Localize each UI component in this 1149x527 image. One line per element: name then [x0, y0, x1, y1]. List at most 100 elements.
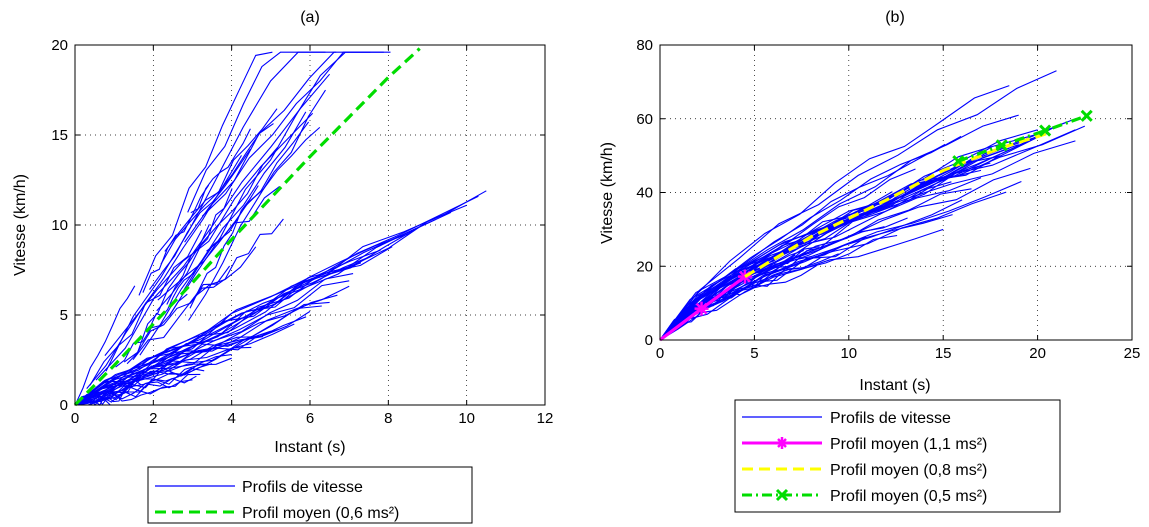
ytick-label: 5 — [60, 307, 68, 324]
speed-profiles-a — [74, 51, 487, 406]
speed-profile-line — [659, 246, 820, 341]
speed-profile-line — [659, 181, 952, 341]
speed-profile-line — [659, 199, 963, 341]
xtick-label: 10 — [840, 345, 857, 362]
legend-b-marker-star — [776, 437, 788, 449]
panel-b-title: (b) — [885, 9, 905, 26]
speed-profile-line — [659, 114, 1019, 341]
panel-a-grid — [74, 44, 546, 406]
speed-profile-line — [74, 301, 330, 406]
panel-b-legend: Profils de vitesse Profil moyen (1,1 ms²… — [734, 399, 1061, 513]
speed-profile-line — [190, 128, 251, 214]
speed-profile-line — [74, 219, 436, 406]
speed-profile-line — [138, 51, 273, 296]
legend-b-label-moyen-08: Profil moyen (0,8 ms²) — [830, 462, 987, 479]
xtick-label: 0 — [71, 410, 79, 427]
mean-profile-b-3 — [957, 114, 1088, 163]
xtick-label: 4 — [227, 410, 235, 427]
panel-a: (a) 0 2 4 6 8 10 12 0 5 10 15 20 Instant (s) Vitess… — [12, 9, 553, 524]
ytick-label: 10 — [51, 217, 68, 234]
panel-b-legend-box — [734, 399, 1061, 513]
panel-b-ticks: 0 5 10 15 20 25 0 20 40 60 80 — [636, 37, 1140, 362]
panel-a-plot-area — [73, 47, 487, 407]
speed-profile-line — [659, 155, 1001, 341]
mean-marker-b-3 — [995, 139, 1008, 152]
speed-profile-line — [74, 285, 350, 406]
ytick-label: 0 — [645, 332, 653, 349]
speed-profile-line — [74, 280, 350, 406]
speed-profile-line — [659, 212, 869, 341]
mean-marker-b-1 — [694, 301, 709, 316]
speed-profile-line — [104, 112, 314, 356]
legend-b-label-moyen-05: Profil moyen (0,5 ms²) — [830, 488, 987, 505]
panel-b-xlabel: Instant (s) — [859, 377, 930, 394]
ytick-label: 0 — [60, 397, 68, 414]
speed-profile-line — [659, 85, 1010, 341]
ytick-label: 40 — [636, 185, 653, 202]
speed-profile-line — [659, 177, 982, 341]
panel-a-ylabel: Vitesse (km/h) — [12, 174, 29, 276]
speed-profile-line — [105, 51, 326, 372]
panel-a-legend-box — [147, 466, 473, 524]
xtick-label: 15 — [935, 345, 952, 362]
ytick-label: 20 — [636, 258, 653, 275]
panel-b-ylabel: Vitesse (km/h) — [599, 142, 616, 244]
ytick-label: 60 — [636, 111, 653, 128]
speed-profile-line — [149, 148, 251, 290]
legend-a-label-moyen: Profil moyen (0,6 ms²) — [242, 505, 399, 522]
speed-profile-line — [123, 265, 231, 363]
speed-profile-line — [150, 271, 196, 326]
xtick-label: 8 — [384, 410, 392, 427]
speed-profile-line — [659, 143, 946, 341]
speed-profile-line — [75, 285, 136, 405]
speed-profile-line — [74, 316, 307, 406]
xtick-label: 6 — [306, 410, 314, 427]
xtick-label: 5 — [750, 345, 758, 362]
panel-b-plot-area — [659, 70, 1093, 342]
xtick-label: 0 — [656, 345, 664, 362]
panel-a-legend: Profils de vitesse Profil moyen (0,6 ms²… — [147, 466, 473, 524]
speed-profile-line — [187, 51, 337, 213]
speed-profile-line — [74, 310, 311, 406]
speed-profile-line — [142, 184, 210, 293]
speed-profile-line — [659, 191, 1007, 341]
speed-profile-line — [181, 121, 310, 294]
mean-profile-b-2 — [744, 131, 1048, 278]
speed-profile-line — [659, 226, 885, 341]
legend-b-label-moyen-11: Profil moyen (1,1 ms²) — [830, 436, 987, 453]
speed-profile-line — [659, 145, 992, 341]
speed-profile-line — [95, 73, 331, 381]
mean-marker-b-3 — [1039, 124, 1052, 137]
speed-profile-line — [659, 214, 953, 341]
speed-profile-line — [189, 218, 284, 304]
legend-b-label-profils: Profils de vitesse — [830, 410, 951, 427]
speed-profile-line — [659, 234, 898, 341]
xtick-label: 12 — [537, 410, 554, 427]
ytick-label: 20 — [51, 37, 68, 54]
xtick-label: 2 — [149, 410, 157, 427]
xtick-label: 20 — [1029, 345, 1046, 362]
panel-a-xlabel: Instant (s) — [274, 439, 345, 456]
mean-marker-b-1 — [737, 269, 752, 284]
panel-b: (b) 0 5 10 15 20 25 0 20 40 60 80 Instant (s) Vite… — [599, 9, 1140, 513]
speed-profile-line — [189, 185, 259, 309]
panel-a-ticks: 0 2 4 6 8 10 12 0 5 10 15 20 — [51, 37, 553, 427]
speed-profile-line — [184, 51, 384, 243]
speed-profile-line — [188, 89, 326, 321]
legend-a-label-profils: Profils de vitesse — [242, 479, 363, 496]
panel-a-title: (a) — [300, 9, 320, 26]
ytick-label: 80 — [636, 37, 653, 54]
xtick-label: 25 — [1124, 345, 1141, 362]
speed-profile-line — [659, 129, 1038, 341]
mean-marker-b-3 — [952, 155, 965, 168]
speed-profile-line — [659, 70, 1057, 341]
xtick-label: 10 — [458, 410, 475, 427]
speed-profile-line — [659, 132, 1048, 341]
speed-profile-line — [157, 186, 280, 301]
speed-profile-line — [89, 230, 203, 386]
speed-profile-line — [139, 111, 307, 356]
legend-b-marker-x — [775, 488, 789, 502]
speed-profile-line — [156, 146, 279, 312]
speed-profile-line — [74, 190, 487, 406]
